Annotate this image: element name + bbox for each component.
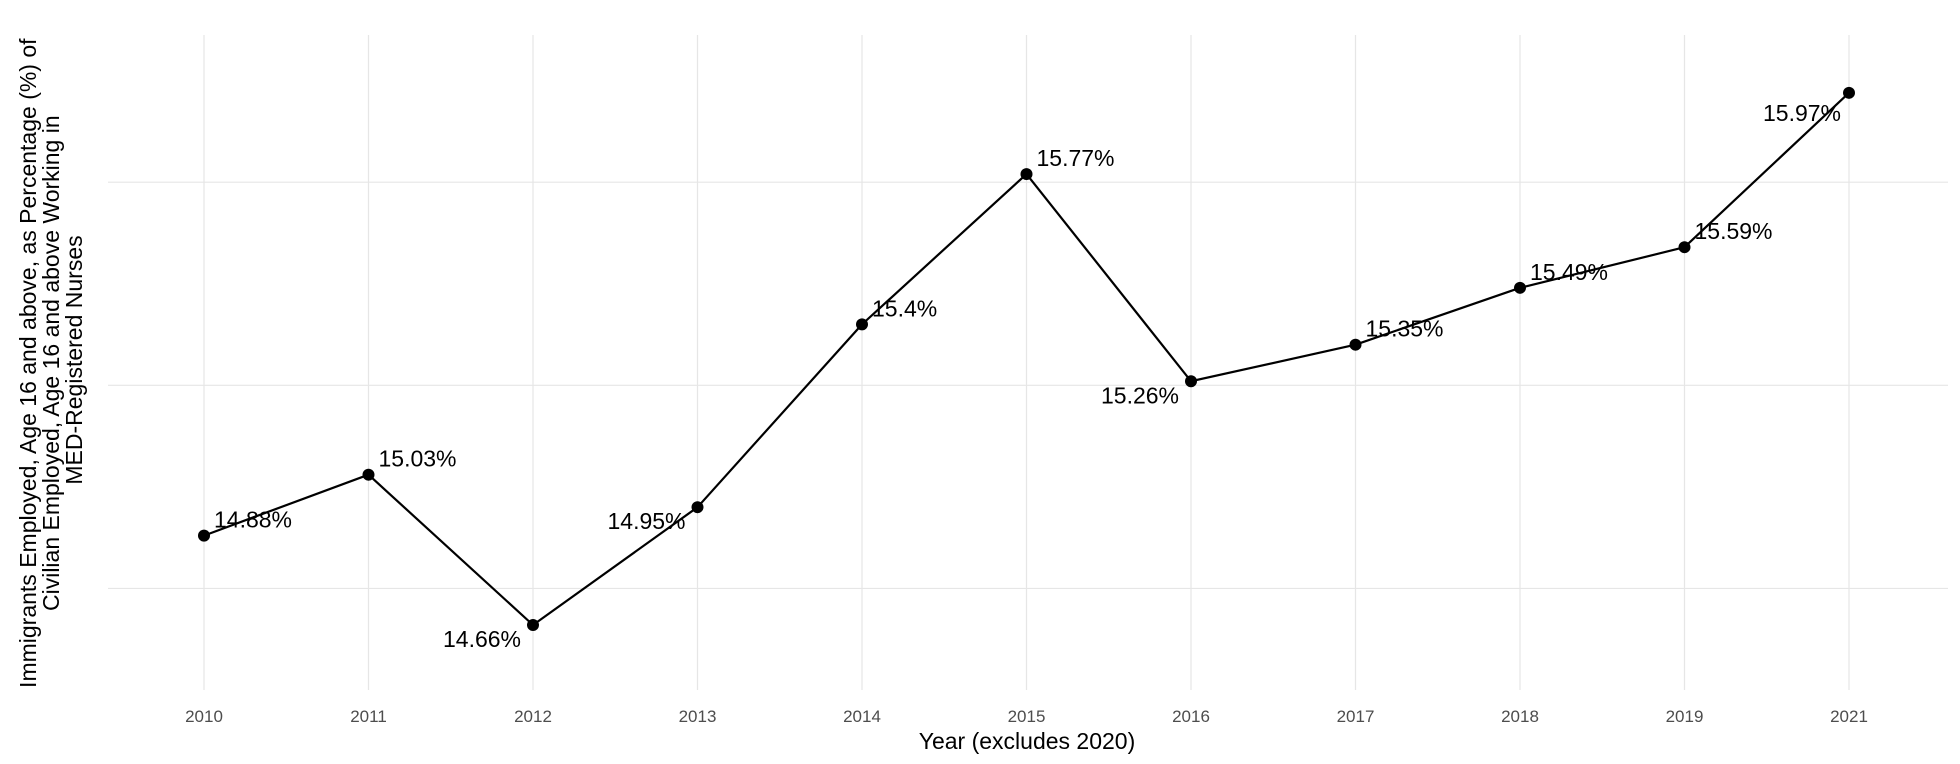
data-point — [691, 501, 704, 514]
x-tick-label: 2019 — [1666, 707, 1704, 726]
x-tick-label: 2011 — [350, 707, 387, 726]
data-label: 14.88% — [214, 507, 292, 533]
x-axis-title: Year (excludes 2020) — [919, 728, 1136, 754]
x-tick-label: 2018 — [1501, 707, 1539, 726]
x-tick-label: 2012 — [514, 707, 552, 726]
data-label: 14.95% — [607, 508, 685, 534]
data-label: 15.49% — [1530, 259, 1608, 285]
data-label: 15.77% — [1037, 145, 1115, 171]
data-label: 15.26% — [1101, 382, 1179, 408]
y-axis-title-line-3: MED-Registered Nurses — [61, 235, 87, 484]
x-tick-label: 2016 — [1172, 707, 1210, 726]
data-point — [198, 529, 210, 542]
data-label: 15.35% — [1366, 316, 1444, 342]
y-axis-title: Immigrants Employed, Age 16 and above, a… — [15, 32, 87, 688]
data-point — [1514, 281, 1526, 294]
data-label: 15.97% — [1763, 100, 1841, 126]
grid — [108, 35, 1948, 690]
x-tick-label: 2010 — [185, 707, 223, 726]
x-tick-label: 2017 — [1337, 707, 1375, 726]
data-label: 14.66% — [443, 626, 521, 652]
data-label: 15.59% — [1695, 218, 1773, 244]
data-points — [198, 86, 1855, 631]
data-point — [527, 619, 539, 631]
data-point — [1678, 241, 1691, 254]
data-point — [1349, 338, 1362, 351]
data-labels: 14.88% 15.03% 14.66% 14.95% 15.4% 15.77% 15.26… — [214, 100, 1841, 652]
y-axis-title-line-2: Civilian Employed, Age 16 and above Work… — [38, 115, 64, 611]
data-point — [362, 468, 375, 481]
data-point — [1020, 168, 1033, 181]
data-point — [1843, 86, 1855, 99]
x-tick-label: 2013 — [679, 707, 717, 726]
x-tick-label: 2015 — [1008, 707, 1046, 726]
x-tick-labels: 2010 2011 2012 2013 2014 2015 2016 2017 2018 2019… — [185, 707, 1868, 726]
data-label: 15.03% — [379, 446, 457, 472]
x-tick-label: 2014 — [843, 707, 881, 726]
data-label: 15.4% — [872, 295, 937, 321]
x-tick-label: 2021 — [1830, 707, 1868, 726]
y-axis-title-line-1: Immigrants Employed, Age 16 and above, a… — [15, 38, 41, 688]
data-point — [856, 318, 868, 331]
data-point — [1185, 375, 1197, 388]
